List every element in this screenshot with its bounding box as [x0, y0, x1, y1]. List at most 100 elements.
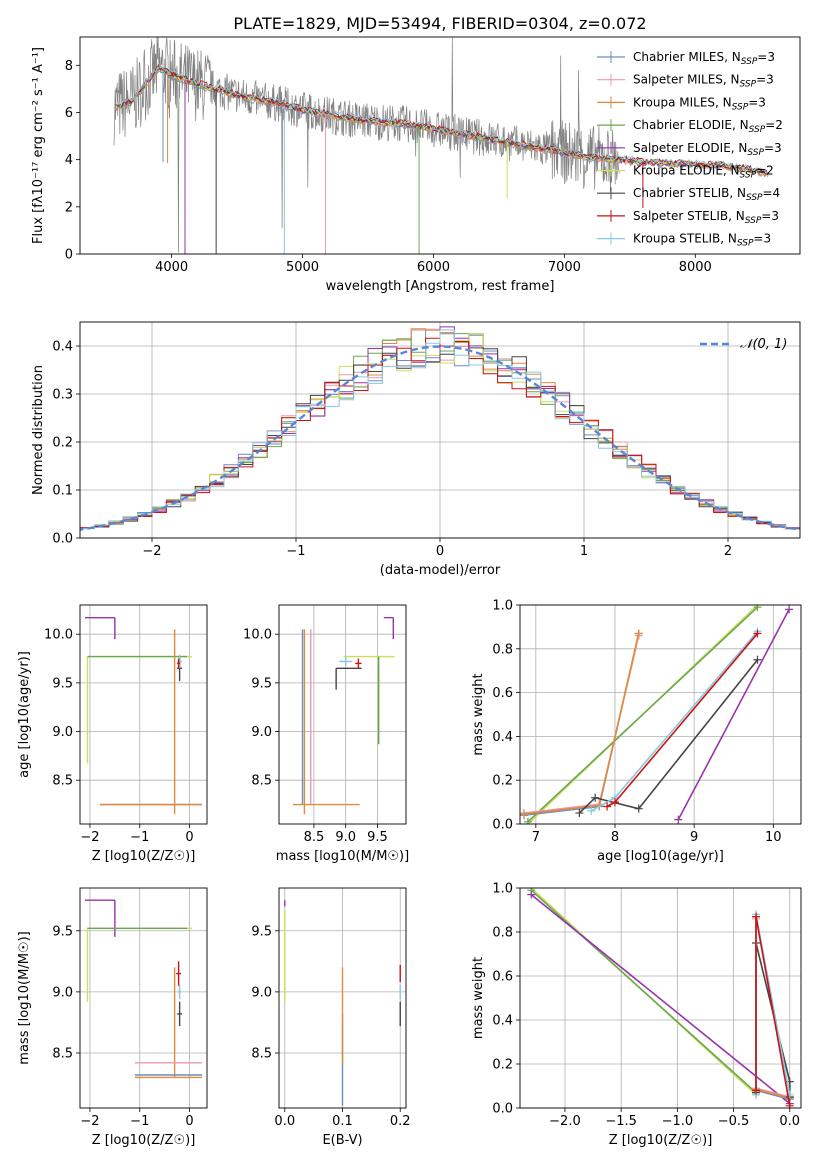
series-line [530, 893, 791, 1105]
x-tick-label: 0 [185, 1114, 193, 1129]
errorbar-point [176, 961, 182, 986]
plot-area-spectrum [113, 37, 769, 254]
x-tick-label: −1.5 [605, 1114, 637, 1129]
series-marker [634, 629, 643, 638]
axes-frame [278, 887, 407, 1109]
y-tick-label: 0.8 [492, 926, 513, 941]
x-tick-label: 9 [690, 830, 698, 845]
errorbar-point [343, 655, 395, 745]
y-axis-label: Flux [fλ10⁻¹⁷ erg cm⁻² s⁻¹ A⁻¹] [31, 47, 46, 244]
plot-area-massweight_vs_age [520, 605, 794, 824]
series-line [523, 635, 640, 814]
gaussian-curve [80, 345, 800, 531]
series-marker [575, 809, 584, 818]
y-tick-label: 9.5 [52, 924, 73, 939]
y-tick-label: 0.2 [492, 1058, 513, 1073]
figure-title: PLATE=1829, MJD=53494, FIBERID=0304, z=0… [233, 14, 646, 33]
plot-area-age_vs_mass [292, 616, 395, 815]
y-tick-label: 8.5 [52, 1047, 73, 1062]
model-line [116, 66, 769, 174]
y-tick-label: 0.0 [492, 1102, 513, 1117]
legend-label: Kroupa STELIB, NSSP=3 [633, 232, 771, 249]
x-tick-label: 8000 [679, 260, 712, 275]
y-tick-label: 9.0 [52, 725, 73, 740]
x-axis-label: mass [log10(M/M☉)] [276, 849, 409, 864]
x-tick-label: 6000 [417, 260, 450, 275]
x-tick-label: −2 [80, 830, 99, 845]
x-tick-label: 2 [724, 544, 732, 559]
x-tick-label: −0.5 [718, 1114, 750, 1129]
y-tick-label: 0.6 [492, 970, 513, 985]
legend-label: Chabrier STELIB, NSSP=4 [633, 186, 780, 203]
grid-age_vs_mass [279, 605, 406, 824]
y-tick-label: 0.0 [492, 818, 513, 833]
y-tick-label: 10.0 [44, 628, 73, 643]
y-tick-label: 0.1 [52, 484, 73, 499]
x-axis-label: Z [log10(Z/Z☉)] [92, 1133, 196, 1148]
x-tick-label: 1 [580, 544, 588, 559]
legend: 𝒩(0, 1) [700, 337, 787, 352]
y-tick-label: 9.0 [251, 725, 272, 740]
y-axis-label: mass weight [471, 673, 486, 755]
x-tick-label: 0.1 [332, 1114, 353, 1129]
series-marker [752, 1086, 761, 1095]
x-tick-label: 0 [436, 544, 444, 559]
y-tick-label: 9.5 [52, 676, 73, 691]
series-marker [753, 655, 762, 664]
panel-mass_vs_ebv: 0.0 0.1 0.2 8.5 9.0 9.5 E(B-V) [251, 887, 411, 1148]
panel-massweight_vs_z: −2.0 −1.5 −1.0 −0.5 0.0 0.0 0.2 0.4 0.6 0.8 1.0 Z [… [471, 882, 802, 1148]
errorbar-point [178, 984, 182, 1000]
panel-age_vs_mass: 8.5 9.0 9.5 8.5 9.0 9.5 10.0 mass [log10(M/M☉)] [243, 604, 409, 864]
x-tick-label: 9.0 [335, 830, 356, 845]
axes-frame [79, 604, 208, 825]
x-tick-label: 4000 [155, 260, 188, 275]
errorbar-point [355, 658, 362, 669]
errorbar-point [84, 616, 116, 640]
legend-label: Salpeter STELIB, NSSP=3 [633, 209, 779, 226]
y-tick-label: 8.5 [251, 1047, 272, 1062]
series-marker [752, 912, 761, 921]
y-tick-label: 0.2 [52, 436, 73, 451]
y-tick-label: 6 [65, 106, 73, 121]
x-tick-label: 0.0 [274, 1114, 295, 1129]
series-marker [785, 1101, 794, 1108]
legend-label: Chabrier ELODIE, NSSP=2 [633, 118, 783, 135]
legend-label: Kroupa ELODIE, NSSP=2 [633, 164, 774, 181]
series-line [578, 659, 759, 814]
grid-age_vs_z [80, 605, 207, 824]
series-marker [753, 629, 762, 638]
series-marker [520, 810, 528, 819]
axes-frame [278, 604, 407, 825]
y-tick-label: 2 [65, 200, 73, 215]
y-tick-label: 0.3 [52, 388, 73, 403]
series-marker [634, 804, 643, 813]
legend: Chabrier MILES, NSSP=3 Salpeter MILES, NS… [597, 50, 783, 249]
x-tick-label: 0.0 [779, 1114, 800, 1129]
axes-frame [79, 887, 208, 1109]
y-tick-label: 8 [65, 59, 73, 74]
y-tick-label: 8.5 [52, 774, 73, 789]
x-tick-label: 5000 [286, 260, 319, 275]
x-tick-label: 10 [765, 830, 782, 845]
series-marker [753, 605, 762, 612]
plot-area-mass_vs_ebv [284, 900, 401, 1106]
series-line [523, 633, 640, 816]
panel-residuals: −2 −1 0 1 2 0.0 0.1 0.2 0.3 0.4 (data-model)/error… [31, 321, 801, 578]
errorbar-point [84, 899, 116, 937]
panel-spectrum: 4000 5000 6000 7000 8000 0 2 4 6 8 wavelength [Ang… [31, 36, 801, 294]
legend-label: Chabrier MILES, NSSP=3 [633, 50, 775, 67]
y-tick-label: 0.2 [492, 774, 513, 789]
y-tick-label: 9.5 [251, 924, 272, 939]
plot-area-mass_vs_z [84, 899, 203, 1079]
panel-age_vs_z: −2 −1 0 8.5 9.0 9.5 10.0 Z [log10(Z/Z☉)] age [lo… [17, 604, 208, 864]
series-line [755, 916, 791, 1106]
legend-label: Salpeter MILES, NSSP=3 [633, 73, 774, 90]
series-marker [610, 798, 619, 807]
x-tick-label: −1 [130, 830, 149, 845]
x-tick-label: 0.2 [390, 1114, 411, 1129]
x-axis-label: age [log10(age/yr)] [597, 849, 724, 864]
x-tick-label: 8 [611, 830, 619, 845]
axes-frame [79, 321, 801, 539]
axes-frame [79, 36, 801, 255]
series-marker [527, 890, 536, 899]
